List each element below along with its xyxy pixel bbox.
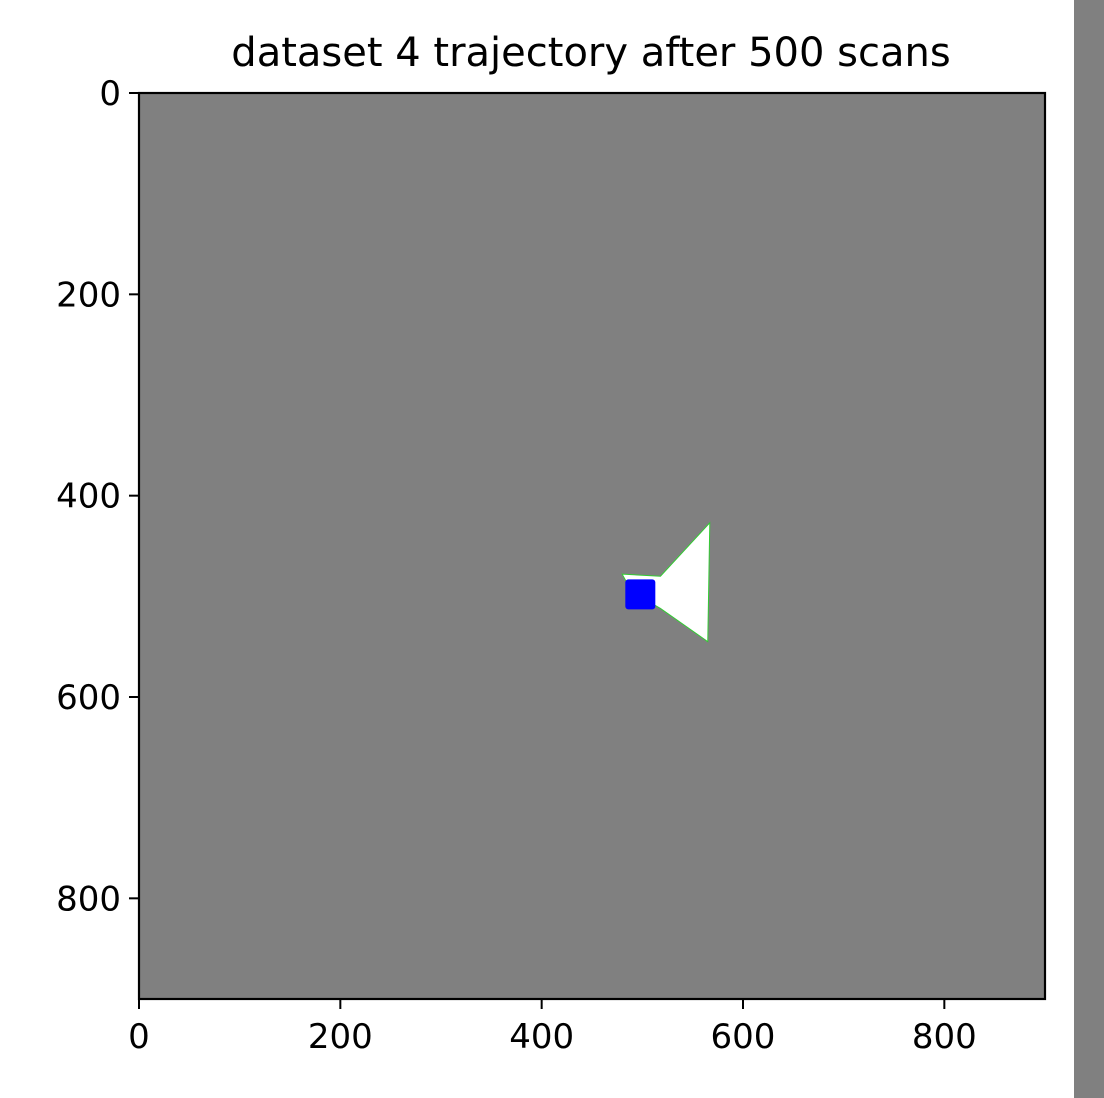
x-axis: 0 200 400 600 800 xyxy=(128,999,977,1057)
x-tick-label: 200 xyxy=(308,1017,373,1057)
chart-title: dataset 4 trajectory after 500 scans xyxy=(231,30,950,76)
map-unknown-area xyxy=(139,93,1045,999)
y-tick-label: 600 xyxy=(56,678,121,718)
colorbar xyxy=(1074,0,1104,1098)
trajectory xyxy=(625,579,656,610)
x-tick-label: 600 xyxy=(711,1017,776,1057)
y-tick-label: 800 xyxy=(56,879,121,919)
x-tick-label: 0 xyxy=(128,1017,150,1057)
x-tick-label: 400 xyxy=(509,1017,574,1057)
y-tick-label: 400 xyxy=(56,477,121,517)
y-axis: 0 200 400 600 800 xyxy=(56,74,139,919)
y-tick-label: 200 xyxy=(56,275,121,315)
y-tick-label: 0 xyxy=(99,74,121,114)
robot-marker xyxy=(625,579,656,610)
plot-frame xyxy=(137,91,1047,1001)
x-tick-label: 800 xyxy=(912,1017,977,1057)
